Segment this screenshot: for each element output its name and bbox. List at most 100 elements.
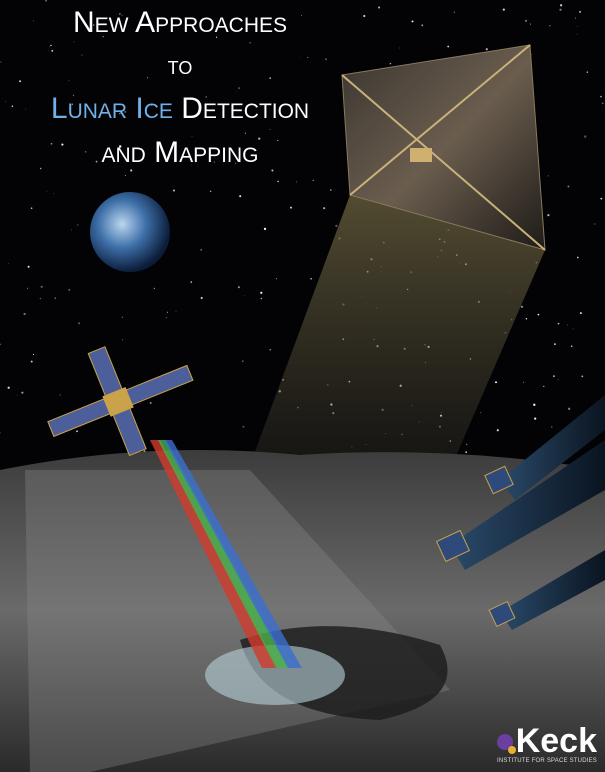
star	[92, 24, 95, 26]
star	[11, 105, 14, 107]
star	[150, 103, 153, 106]
star	[579, 10, 582, 13]
star	[249, 147, 251, 149]
star	[570, 345, 573, 348]
star	[59, 394, 61, 396]
star	[260, 291, 263, 294]
star	[146, 114, 149, 117]
star	[30, 360, 33, 363]
title-line: New Approaches	[72, 6, 288, 39]
star	[533, 403, 536, 406]
star	[235, 91, 237, 93]
star	[200, 296, 203, 300]
cubesats	[435, 395, 605, 630]
star	[276, 278, 277, 280]
star	[213, 161, 215, 163]
star	[73, 41, 75, 43]
star	[200, 249, 203, 251]
star	[76, 430, 78, 433]
star	[50, 142, 53, 145]
star	[551, 426, 553, 428]
lunar-surface	[0, 450, 605, 772]
star	[485, 48, 488, 51]
star	[378, 6, 381, 9]
star	[525, 19, 527, 22]
star	[575, 17, 577, 19]
star	[175, 310, 177, 312]
star	[296, 181, 298, 183]
star	[124, 174, 126, 176]
star	[8, 262, 10, 264]
star	[567, 324, 569, 326]
star	[209, 190, 212, 193]
star	[269, 77, 272, 79]
star	[363, 14, 366, 18]
star	[71, 103, 73, 105]
logo-mark	[497, 734, 516, 754]
star	[27, 265, 30, 268]
star	[0, 432, 1, 434]
star	[191, 135, 193, 137]
star	[523, 381, 525, 383]
star	[258, 137, 261, 140]
laser-blue	[164, 440, 302, 668]
star	[71, 229, 72, 231]
star	[215, 36, 218, 38]
star	[121, 14, 123, 16]
star	[32, 353, 35, 356]
star	[559, 4, 563, 7]
star	[576, 33, 578, 35]
star	[549, 25, 551, 27]
sail-probe	[410, 148, 432, 162]
star	[40, 285, 43, 288]
star	[586, 71, 589, 73]
star	[335, 224, 338, 228]
star	[389, 62, 392, 65]
star	[19, 80, 22, 83]
light-beam	[250, 195, 545, 470]
title-line: and Mapping	[101, 136, 259, 169]
star	[557, 379, 559, 380]
star	[244, 132, 247, 134]
star	[124, 110, 127, 113]
star	[581, 375, 584, 378]
star	[601, 102, 604, 105]
logo-subtitle: INSTITUTE FOR SPACE STUDIES	[497, 758, 597, 764]
star	[325, 58, 327, 61]
star	[25, 108, 27, 110]
star	[119, 145, 122, 148]
title-line: Lunar Ice Detection	[0, 94, 360, 124]
star	[242, 360, 244, 362]
star	[269, 129, 271, 131]
star	[39, 297, 42, 300]
star	[160, 104, 162, 106]
star	[190, 281, 193, 283]
star	[271, 169, 274, 172]
star	[399, 47, 401, 49]
star	[553, 375, 555, 377]
star	[16, 394, 18, 396]
star	[0, 343, 1, 345]
star	[27, 287, 28, 289]
star	[166, 311, 168, 313]
star	[290, 206, 292, 209]
star	[301, 15, 302, 16]
star	[234, 162, 237, 164]
star	[149, 401, 152, 405]
star	[119, 113, 121, 115]
star	[146, 77, 149, 79]
star	[534, 417, 537, 420]
star	[45, 0, 47, 2]
star	[547, 214, 550, 217]
star	[323, 207, 326, 210]
star	[54, 297, 56, 299]
star	[72, 94, 75, 97]
title-line: to	[167, 50, 193, 80]
star	[559, 8, 562, 11]
star	[495, 381, 497, 384]
star	[130, 169, 133, 172]
star	[68, 80, 70, 82]
logo: Keck INSTITUTE FOR SPACE STUDIES	[497, 724, 597, 764]
star	[46, 190, 48, 192]
